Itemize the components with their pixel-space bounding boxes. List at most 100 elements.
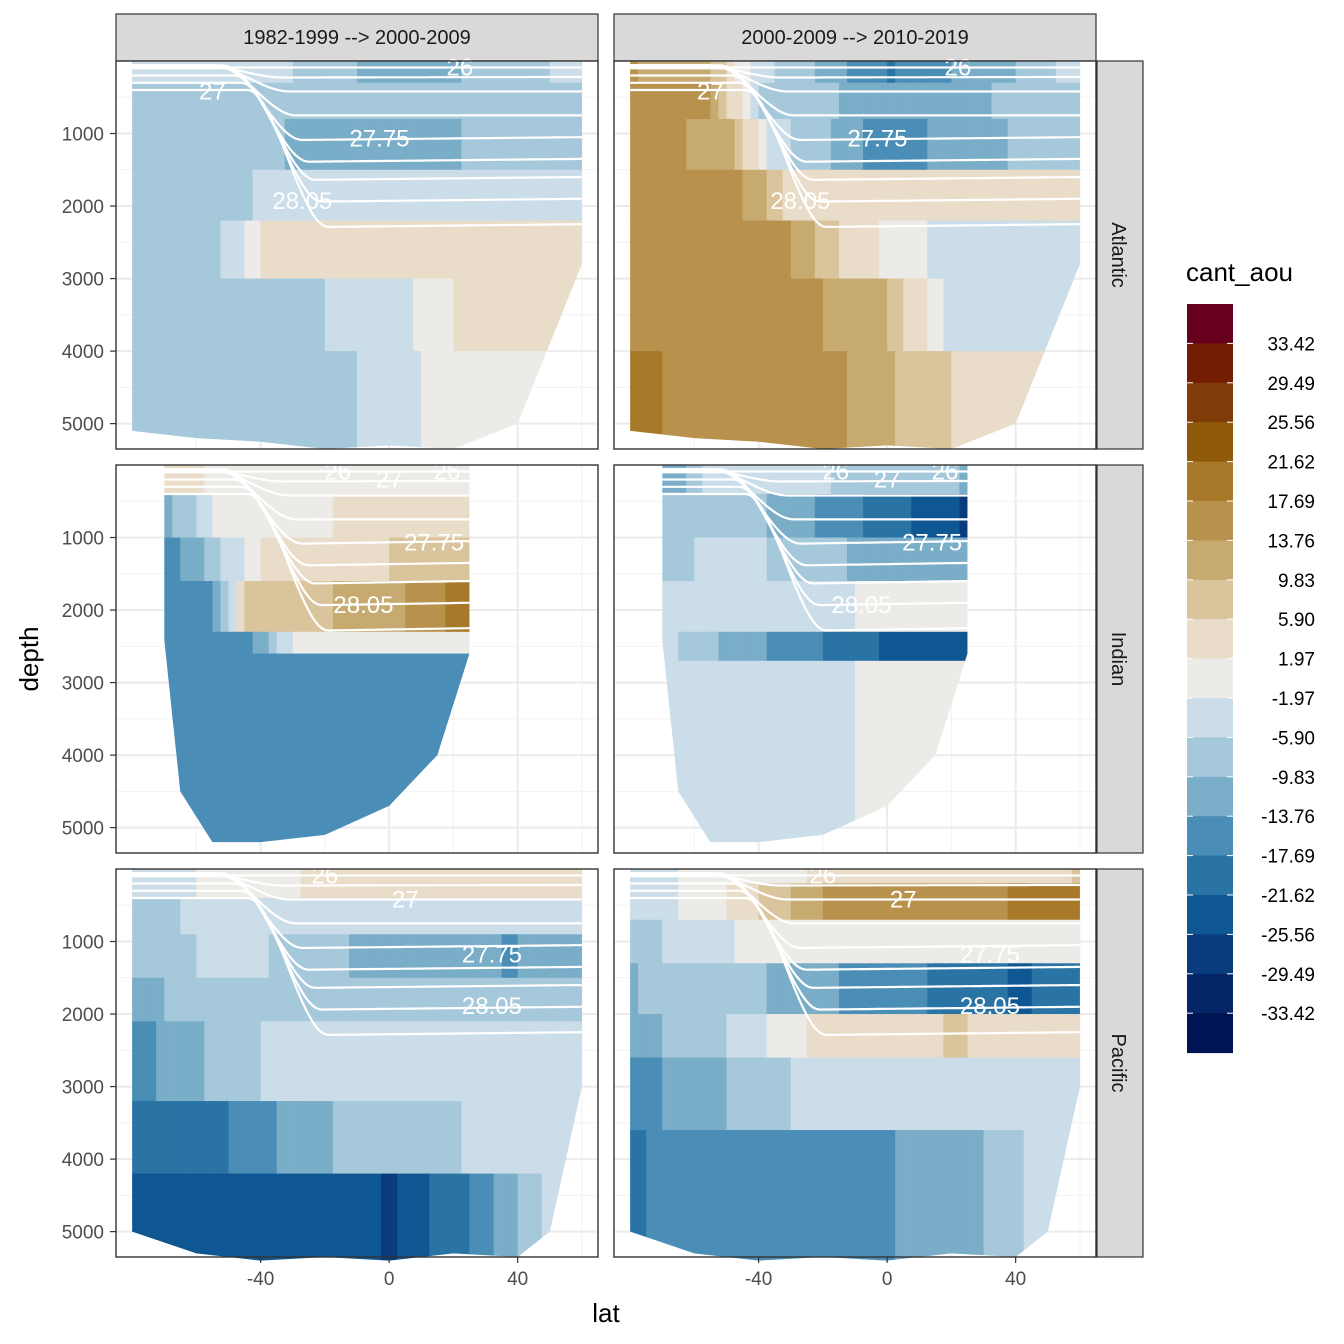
section-cell	[919, 660, 928, 843]
section-cell	[734, 1130, 744, 1261]
section-cell	[871, 883, 880, 921]
section-cell	[927, 82, 936, 120]
section-cell	[790, 82, 800, 120]
section-cell	[252, 653, 262, 843]
section-cell	[838, 631, 848, 662]
section-cell	[260, 220, 270, 280]
section-cell	[686, 660, 695, 843]
section-cell	[365, 1021, 374, 1102]
section-cell	[357, 934, 366, 979]
section-cell	[348, 581, 358, 633]
section-cell	[782, 220, 792, 280]
section-cell	[228, 494, 238, 539]
section-cell	[1031, 963, 1041, 1015]
section-cell	[252, 169, 262, 222]
section-cell	[373, 494, 382, 539]
section-cell	[268, 1021, 278, 1102]
section-cell	[148, 1173, 157, 1261]
section-cell	[220, 898, 230, 935]
section-cell	[252, 537, 262, 582]
section-cell	[260, 977, 270, 1022]
section-cell	[381, 537, 390, 582]
section-cell	[389, 61, 398, 84]
section-cell	[774, 1057, 784, 1131]
section-cell	[726, 278, 736, 352]
section-cell	[357, 898, 366, 935]
section-cell	[1015, 278, 1025, 352]
section-cell	[903, 494, 912, 539]
section-cell	[180, 169, 189, 222]
colorbar-legend: cant_aou 33.4229.4925.5621.6217.6913.769…	[1186, 257, 1315, 1054]
section-cell	[268, 1101, 278, 1175]
section-cell	[822, 581, 832, 633]
section-cell	[782, 1057, 792, 1131]
section-cell	[180, 934, 189, 979]
section-cell	[686, 494, 695, 539]
section-cell	[1015, 220, 1025, 280]
section-cell	[951, 1014, 961, 1059]
section-cell	[726, 220, 736, 280]
section-cell	[188, 278, 197, 352]
section-cell	[501, 61, 511, 84]
section-cell	[180, 631, 189, 655]
section-cell	[806, 581, 816, 633]
section-cell	[1007, 220, 1017, 280]
section-cell	[903, 631, 912, 662]
section-cell	[903, 61, 912, 84]
x-tick-label: 40	[1005, 1269, 1026, 1290]
legend-label: 21.62	[1267, 453, 1315, 474]
section-cell	[879, 82, 888, 120]
section-cell	[758, 169, 768, 222]
section-cell	[541, 869, 551, 899]
section-cell	[413, 898, 422, 935]
section-cell	[365, 119, 374, 171]
section-cell	[429, 653, 438, 843]
section-cell	[798, 82, 808, 120]
section-cell	[445, 631, 454, 655]
section-cell	[365, 1173, 374, 1261]
section-cell	[742, 660, 752, 843]
section-cell	[734, 119, 744, 171]
section-cell	[332, 1101, 342, 1175]
section-cell	[718, 919, 728, 964]
section-cell	[196, 934, 205, 979]
section-cell	[413, 1101, 422, 1175]
section-cell	[212, 1173, 222, 1261]
section-cell	[967, 883, 977, 921]
section-cell	[300, 869, 310, 899]
section-cell	[284, 977, 294, 1022]
section-cell	[798, 220, 808, 280]
section-cell	[1031, 278, 1041, 352]
section-cell	[830, 61, 840, 84]
section-cell	[678, 883, 687, 921]
section-cell	[421, 1021, 430, 1102]
section-cell	[782, 631, 792, 662]
section-cell	[445, 1021, 454, 1102]
section-cell	[887, 537, 896, 582]
section-cell	[348, 61, 358, 84]
section-cell	[758, 883, 768, 921]
section-cell	[734, 61, 744, 84]
section-cell	[429, 977, 438, 1022]
section-cell	[204, 1021, 213, 1102]
section-cell	[164, 494, 173, 539]
section-cell	[710, 220, 720, 280]
section-cell	[533, 82, 543, 120]
section-cell	[429, 278, 438, 352]
section-cell	[879, 278, 888, 352]
section-cell	[228, 977, 238, 1022]
section-cell	[284, 1101, 294, 1175]
section-cell	[694, 169, 703, 222]
section-cell	[373, 1101, 382, 1175]
section-cell	[782, 82, 792, 120]
section-cell	[453, 278, 463, 352]
section-cell	[357, 869, 366, 899]
section-cell	[919, 465, 928, 495]
section-cell	[951, 581, 961, 633]
section-cell	[324, 278, 334, 352]
y-tick-label: 4000	[62, 746, 104, 767]
section-cell	[750, 169, 760, 222]
section-cell	[774, 351, 784, 449]
section-cell	[1047, 61, 1057, 84]
section-cell	[766, 494, 776, 539]
